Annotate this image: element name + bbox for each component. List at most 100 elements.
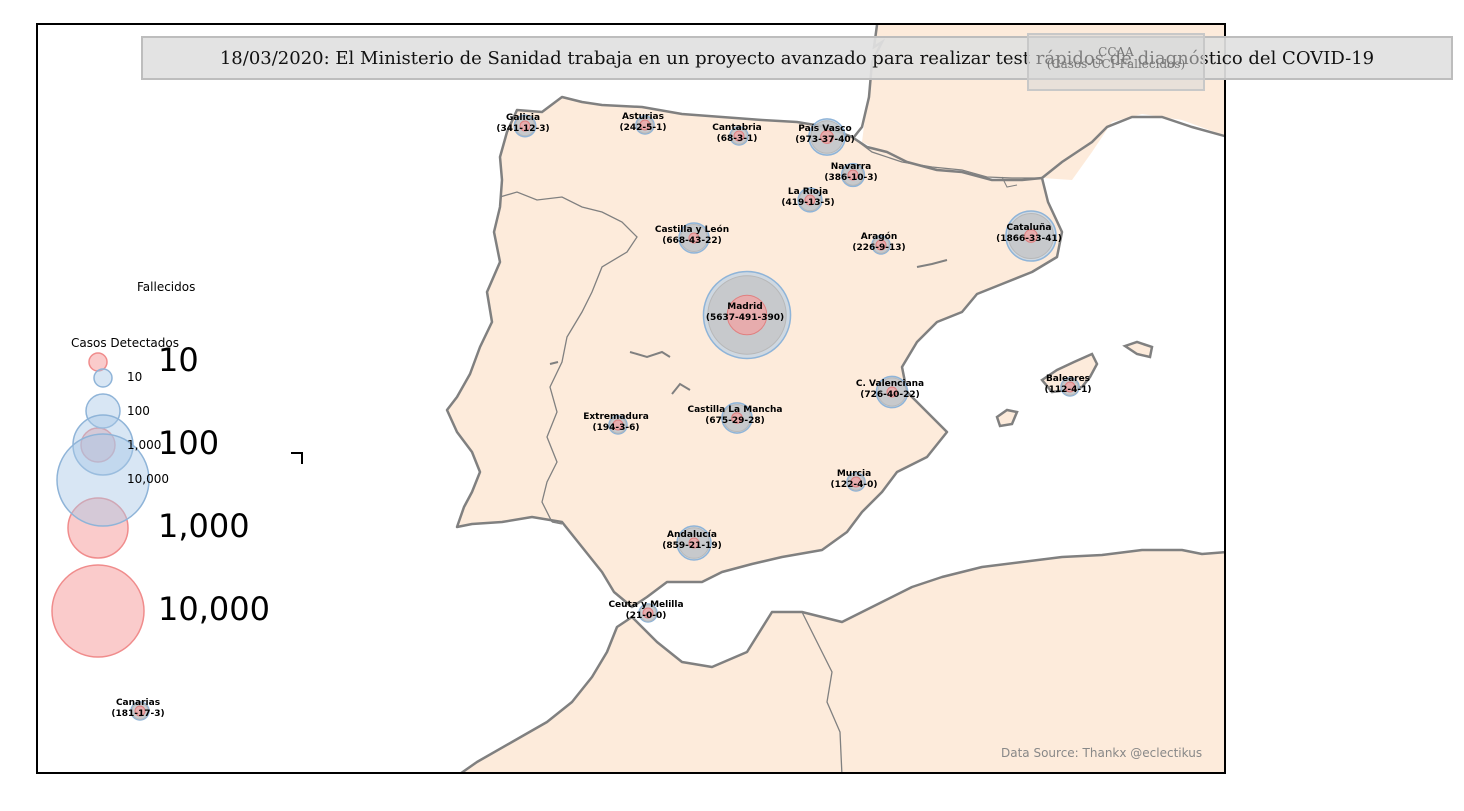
fallecidos-bubble bbox=[726, 294, 768, 336]
legend-casos-bubble bbox=[56, 433, 150, 527]
region-name: Aragón bbox=[860, 232, 898, 242]
fallecidos-bubble bbox=[731, 412, 743, 424]
fallecidos-bubble bbox=[519, 120, 531, 132]
region-label: Galicia (341-12-3) bbox=[496, 113, 549, 135]
region-name: Andalucía bbox=[667, 530, 717, 540]
legend-casos-label: 100 bbox=[127, 404, 150, 418]
fallecidos-bubble bbox=[688, 537, 700, 549]
fallecidos-bubble bbox=[134, 705, 146, 717]
region-label: Baleares (112-4-1) bbox=[1044, 374, 1091, 396]
region-label: La Rioja (419-13-5) bbox=[781, 187, 834, 209]
region-label: Ceuta y Melilla (21-0-0) bbox=[608, 600, 683, 622]
ccaa-subtitle: (Casos-UCI-Fallecidos) bbox=[1046, 57, 1186, 71]
region-label: Castilla La Mancha (675-29-28) bbox=[688, 405, 783, 427]
inland-water-1 bbox=[629, 350, 671, 359]
legend-casos-label: 1,000 bbox=[127, 438, 162, 452]
legend-fallecidos-bubble bbox=[88, 352, 108, 372]
legend-bubbles bbox=[51, 352, 150, 658]
fallecidos-bubble bbox=[804, 194, 816, 206]
region-name: Cataluña bbox=[1006, 223, 1052, 233]
inland-water-2 bbox=[671, 382, 691, 395]
legend-fallecidos-bubble bbox=[51, 564, 145, 658]
legend-corner-mark bbox=[291, 452, 303, 464]
region-stats: (419-13-5) bbox=[781, 198, 835, 208]
fallecidos-bubble bbox=[886, 386, 898, 398]
morocco-algeria-border bbox=[801, 611, 843, 772]
region-name: Baleares bbox=[1045, 374, 1091, 384]
region-stats: (726-40-22) bbox=[860, 390, 920, 400]
legend-fallecidos-bubble bbox=[67, 497, 129, 559]
region-name: Murcia bbox=[836, 469, 872, 479]
fallecidos-bubble bbox=[612, 419, 624, 431]
region-name: Castilla La Mancha bbox=[687, 405, 783, 415]
portugal-south-border bbox=[551, 521, 563, 525]
region-stats: (5637-491-390) bbox=[705, 313, 785, 323]
region-stats: (21-0-0) bbox=[625, 611, 667, 621]
fallecidos-bubble bbox=[642, 607, 654, 619]
inland-water-3 bbox=[916, 259, 948, 268]
andorra-border bbox=[1001, 176, 1018, 188]
region-name: La Rioja bbox=[787, 187, 829, 197]
ccaa-legend-text: CCAA (Casos-UCI-Fallecidos) bbox=[1027, 46, 1205, 70]
region-name: Extremadura bbox=[583, 412, 649, 422]
region-stats: (341-12-3) bbox=[496, 124, 550, 134]
region-name: Asturias bbox=[621, 112, 664, 122]
region-stats: (973-37-40) bbox=[795, 135, 855, 145]
region-stats: (668-43-22) bbox=[662, 236, 722, 246]
region-name: Ceuta y Melilla bbox=[608, 600, 684, 610]
region-label: Canarias (181-17-3) bbox=[111, 698, 164, 720]
region-stats: (386-10-3) bbox=[824, 173, 878, 183]
region-label: Andalucía (859-21-19) bbox=[662, 530, 722, 552]
legend-casos-label: 10,000 bbox=[127, 472, 169, 486]
legend-fallecidos-label: 10 bbox=[158, 341, 199, 379]
fallecidos-bubble bbox=[688, 232, 700, 244]
region-label: Extremadura (194-3-6) bbox=[583, 412, 649, 434]
region-name: C. Valenciana bbox=[855, 379, 925, 389]
region-stats: (194-3-6) bbox=[592, 423, 640, 433]
legend-casos-bubble bbox=[85, 393, 121, 429]
fallecidos-bubble bbox=[1024, 229, 1038, 243]
ccaa-title: CCAA bbox=[1098, 45, 1134, 59]
region-label: Aragón (226-9-13) bbox=[852, 232, 905, 254]
region-label: Murcia (122-4-0) bbox=[830, 469, 877, 491]
fallecidos-bubble bbox=[639, 119, 651, 131]
portugal-border bbox=[499, 191, 638, 523]
fallecidos-bubble bbox=[820, 130, 834, 144]
legend-title-fallecidos: Fallecidos bbox=[137, 280, 196, 294]
fallecidos-bubble bbox=[850, 476, 862, 488]
region-stats: (226-9-13) bbox=[852, 243, 906, 253]
fallecidos-bubble bbox=[733, 130, 745, 142]
region-stats: (675-29-28) bbox=[705, 416, 765, 426]
region-label: Navarra (386-10-3) bbox=[824, 162, 877, 184]
menorca bbox=[1122, 340, 1154, 359]
region-label: Castilla y León (668-43-22) bbox=[655, 225, 729, 247]
mallorca bbox=[1040, 352, 1099, 394]
region-label: País Vasco (973-37-40) bbox=[795, 124, 855, 146]
region-name: Castilla y León bbox=[654, 225, 730, 235]
region-label: Asturias (242-5-1) bbox=[619, 112, 666, 134]
region-stats: (112-4-1) bbox=[1044, 385, 1092, 395]
region-label: Madrid (5637-491-390) bbox=[706, 302, 784, 324]
bubble-layer bbox=[130, 114, 1080, 721]
region-name: Canarias bbox=[115, 698, 161, 708]
region-label: Cantabria (68-3-1) bbox=[712, 123, 762, 145]
legend-casos-bubble bbox=[93, 368, 113, 388]
region-label: Cataluña (1866-33-41) bbox=[996, 223, 1062, 245]
region-name: Galicia bbox=[505, 113, 541, 123]
fallecidos-bubble bbox=[1064, 381, 1076, 393]
inland-water-4 bbox=[549, 361, 559, 365]
region-name: Cantabria bbox=[712, 123, 762, 133]
region-stats: (242-5-1) bbox=[619, 123, 667, 133]
region-name: Madrid bbox=[727, 302, 763, 312]
region-name: Navarra bbox=[830, 162, 872, 172]
region-stats: (122-4-0) bbox=[830, 480, 878, 490]
legend-casos-label: 10 bbox=[127, 370, 143, 384]
france-south-coast bbox=[1041, 115, 1224, 179]
region-stats: (859-21-19) bbox=[662, 541, 722, 551]
headline-box: 18/03/2020: El Ministerio de Sanidad tra… bbox=[141, 36, 1453, 80]
region-label: C. Valenciana (726-40-22) bbox=[856, 379, 924, 401]
region-stats: (181-17-3) bbox=[111, 709, 165, 719]
fallecidos-bubble bbox=[875, 239, 887, 251]
data-source: Data Source: Thankx @eclectikus bbox=[1001, 746, 1203, 760]
ccaa-legend-box bbox=[1027, 33, 1205, 91]
